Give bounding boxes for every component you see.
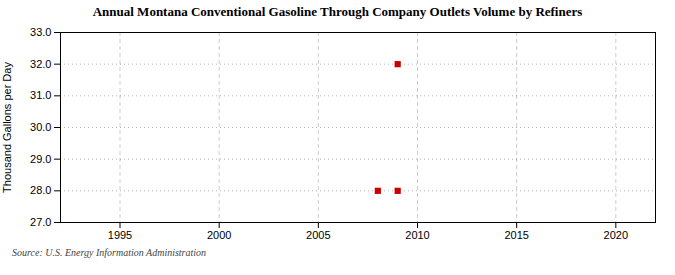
- svg-text:29.0: 29.0: [30, 153, 51, 165]
- html-text:Source: U.S. Energy Informatio: Source: U.S. Energy Information Administ…: [12, 247, 207, 258]
- svg-text:27.0: 27.0: [30, 216, 51, 228]
- svg-text:33.0: 33.0: [30, 26, 51, 38]
- svg-text:2020: 2020: [604, 229, 628, 241]
- svg-text:2010: 2010: [405, 229, 429, 241]
- svg-text:Thousand Gallons per Day: Thousand Gallons per Day: [1, 62, 13, 193]
- svg-text:30.0: 30.0: [30, 121, 51, 133]
- svg-text:2005: 2005: [306, 229, 330, 241]
- svg-text:31.0: 31.0: [30, 89, 51, 101]
- svg-text:28.0: 28.0: [30, 184, 51, 196]
- svg-text:32.0: 32.0: [30, 58, 51, 70]
- html-text:Annual Montana Conventional Ga: Annual Montana Conventional Gasoline Thr…: [92, 4, 583, 19]
- svg-text:2000: 2000: [207, 229, 231, 241]
- svg-text:2015: 2015: [504, 229, 528, 241]
- svg-text:1995: 1995: [108, 229, 132, 241]
